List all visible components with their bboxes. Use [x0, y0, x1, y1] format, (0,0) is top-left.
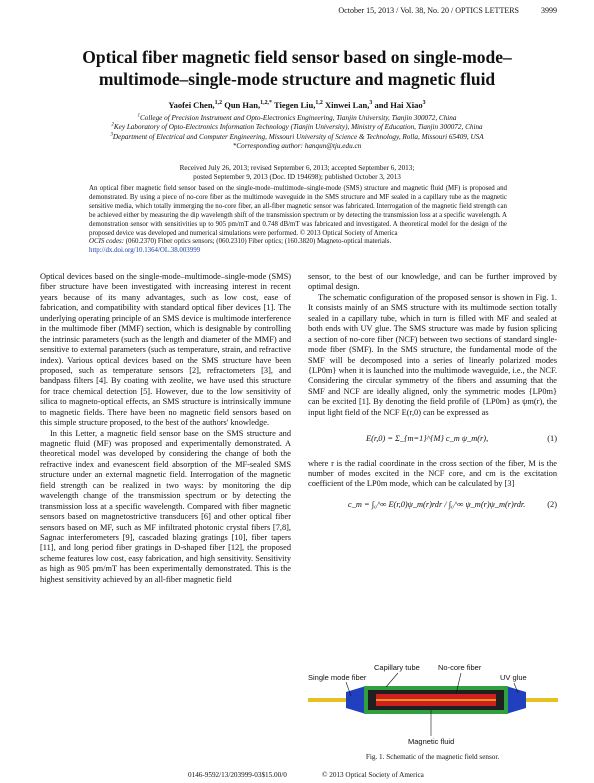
author: and Hai Xiao [372, 100, 423, 110]
paragraph: sensor, to the best of our knowledge, an… [308, 272, 557, 292]
journal-line: October 15, 2013 / Vol. 38, No. 20 / OPT… [338, 6, 519, 15]
affiliation: College of Precision Instrument and Opto… [140, 114, 457, 122]
aff-sup: 2 [111, 123, 114, 129]
authors: Yaofei Chen,1,2 Qun Han,1,2,* Tiegen Liu… [0, 100, 594, 110]
figure-1: Single mode fiber Capillary tube No-core… [308, 663, 558, 746]
footer-copyright: © 2013 Optical Society of America [322, 771, 424, 779]
title-line: multimode–single-mode structure and magn… [98, 69, 496, 89]
figure-label: Magnetic fluid [408, 737, 454, 746]
corresponding: *Corresponding author: hanqun@tju.edu.cn [232, 142, 362, 151]
history: Received July 26, 2013; revised Septembe… [0, 164, 594, 182]
doi: http://dx.doi.org/10.1364/OL.38.003999 [89, 247, 201, 255]
equation-number: (1) [547, 434, 557, 444]
aff-sup: 1 [137, 113, 140, 119]
figure-label: No-core fiber [438, 663, 482, 672]
author: Xinwei Lan, [322, 100, 370, 110]
affiliation: Key Laboratory of Opto-Electronics Infor… [113, 123, 483, 132]
equation: E(r,0) = Σ_{m=1}^{M} c_m ψ_m(r), (1) [308, 434, 557, 444]
right-column: sensor, to the best of our knowledge, an… [308, 272, 557, 520]
affiliation: Department of Electrical and Computer En… [112, 132, 484, 141]
paragraph: where r is the radial coordinate in the … [308, 458, 557, 489]
equation-body: c_m = ∫₀^∞ E(r,0)ψ_m(r)rdr / ∫₀^∞ ψ_m(r)… [348, 499, 526, 509]
abstract-block: An optical fiber magnetic field sensor b… [89, 185, 507, 256]
history-line: posted September 9, 2013 (Doc. ID 194698… [193, 173, 401, 182]
author: Tiegen Liu, [272, 100, 316, 110]
author-sup: 1,2,* [260, 100, 272, 107]
author-sup: 1,2 [214, 100, 223, 107]
equation-number: (2) [547, 499, 557, 509]
paragraph: The schematic configuration of the propo… [308, 292, 557, 417]
author: Yaofei Chen, [168, 100, 215, 110]
title-line: Optical fiber magnetic field sensor base… [82, 47, 512, 67]
equation-body: E(r,0) = Σ_{m=1}^{M} c_m ψ_m(r), [366, 434, 489, 444]
author: Qun Han, [222, 100, 261, 110]
running-header: October 15, 2013 / Vol. 38, No. 20 / OPT… [338, 6, 557, 15]
figure-label: UV glue [500, 673, 527, 682]
author-sup: 1,2 [315, 100, 323, 107]
equation: c_m = ∫₀^∞ E(r,0)ψ_m(r)rdr / ∫₀^∞ ψ_m(r)… [308, 500, 557, 510]
ocis: (060.2370) Fiber optics sensors; (060.23… [125, 238, 392, 246]
paragraph: In this Letter, a magnetic field sensor … [40, 428, 291, 584]
paragraph: Optical devices based on the single-mode… [40, 272, 291, 428]
author-sup: 3 [369, 100, 373, 107]
abstract: An optical fiber magnetic field sensor b… [89, 185, 507, 237]
figure-label: Single mode fiber [308, 673, 367, 682]
affiliations: 1College of Precision Instrument and Opt… [0, 114, 594, 152]
page-number: 3999 [541, 6, 557, 15]
left-column: Optical devices based on the single-mode… [40, 272, 291, 754]
aff-sup: 3 [110, 132, 113, 138]
figure-label: Capillary tube [374, 663, 420, 672]
author-sup: 3 [422, 100, 426, 107]
figure-caption: Fig. 1. Schematic of the magnetic field … [365, 753, 500, 761]
footer-code: 0146-9592/13/203999-03$15.00/0 [188, 771, 287, 779]
ocis-label: OCIS codes: [89, 238, 125, 246]
history-line: Received July 26, 2013; revised Septembe… [179, 164, 415, 172]
